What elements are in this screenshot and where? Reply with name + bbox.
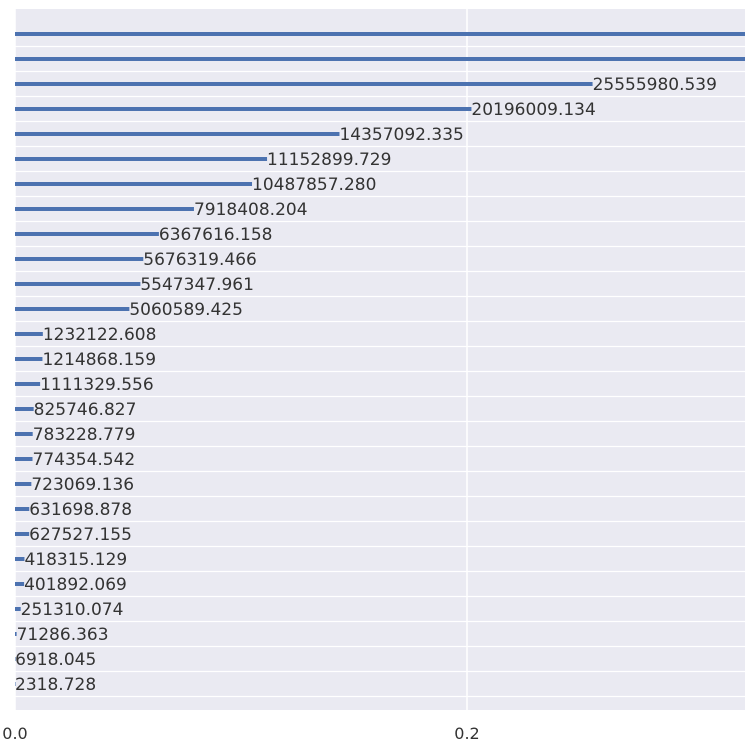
- bar-value-label: 20196009.134: [471, 100, 595, 120]
- bar: [15, 182, 253, 186]
- bar: [15, 632, 17, 636]
- data-labels: 25555980.539 20196009.134 14357092.335 1115…: [15, 75, 717, 695]
- bar-value-label: 825746.827: [34, 400, 137, 420]
- bar: [15, 332, 43, 336]
- bar-value-label: 6367616.158: [159, 225, 273, 245]
- bar: [15, 232, 159, 236]
- bar-value-label: 1214868.159: [42, 350, 156, 370]
- bar: [15, 682, 16, 686]
- bar-value-label: 251310.074: [21, 600, 124, 620]
- bar-value-label: 5060589.425: [129, 300, 243, 320]
- bar-value-label: 2318.728: [15, 675, 96, 695]
- bar: [15, 457, 33, 461]
- bar: [15, 607, 21, 611]
- x-axis-ticks: 0.0 0.2: [2, 724, 479, 743]
- bar: [15, 557, 25, 561]
- bar-value-label: 627527.155: [29, 525, 132, 545]
- bar: [15, 57, 745, 61]
- bar-value-label: 401892.069: [24, 575, 127, 595]
- bar-value-label: 1232122.608: [43, 325, 157, 345]
- bar: [15, 307, 130, 311]
- bar: [15, 507, 30, 511]
- bar: [15, 532, 30, 536]
- x-tick-label: 0.0: [2, 724, 27, 743]
- bar: [15, 582, 25, 586]
- bar: [15, 657, 16, 661]
- bar-value-label: 5676319.466: [143, 250, 257, 270]
- bar: [15, 107, 472, 111]
- bar-value-label: 1111329.556: [40, 375, 154, 395]
- bar-value-label: 7918408.204: [194, 200, 308, 220]
- bar: [15, 82, 593, 86]
- bar-value-label: 774354.542: [33, 450, 136, 470]
- bar: [15, 407, 34, 411]
- plot-area: [15, 9, 745, 710]
- bar-value-label: 11152899.729: [267, 150, 391, 170]
- bar-value-label: 10487857.280: [252, 175, 376, 195]
- bar-value-label: 71286.363: [17, 625, 109, 645]
- bar: [15, 432, 33, 436]
- bar: [15, 357, 43, 361]
- bar: [15, 32, 745, 36]
- bar: [15, 132, 340, 136]
- bar: [15, 482, 32, 486]
- bar-value-label: 723069.136: [31, 475, 134, 495]
- bar: [15, 382, 41, 386]
- bar: [15, 282, 141, 286]
- bar-value-label: 783228.779: [33, 425, 136, 445]
- bar: [15, 257, 144, 261]
- bar-value-label: 5547347.961: [140, 275, 254, 295]
- bar-value-label: 631698.878: [29, 500, 132, 520]
- x-tick-label: 0.2: [454, 724, 479, 743]
- bar-value-label: 14357092.335: [339, 125, 463, 145]
- bar-value-label: 25555980.539: [593, 75, 717, 95]
- bars: [15, 32, 745, 686]
- bar-value-label: 418315.129: [24, 550, 127, 570]
- bar: [15, 157, 268, 161]
- bar-value-label: 6918.045: [15, 650, 96, 670]
- bar: [15, 207, 194, 211]
